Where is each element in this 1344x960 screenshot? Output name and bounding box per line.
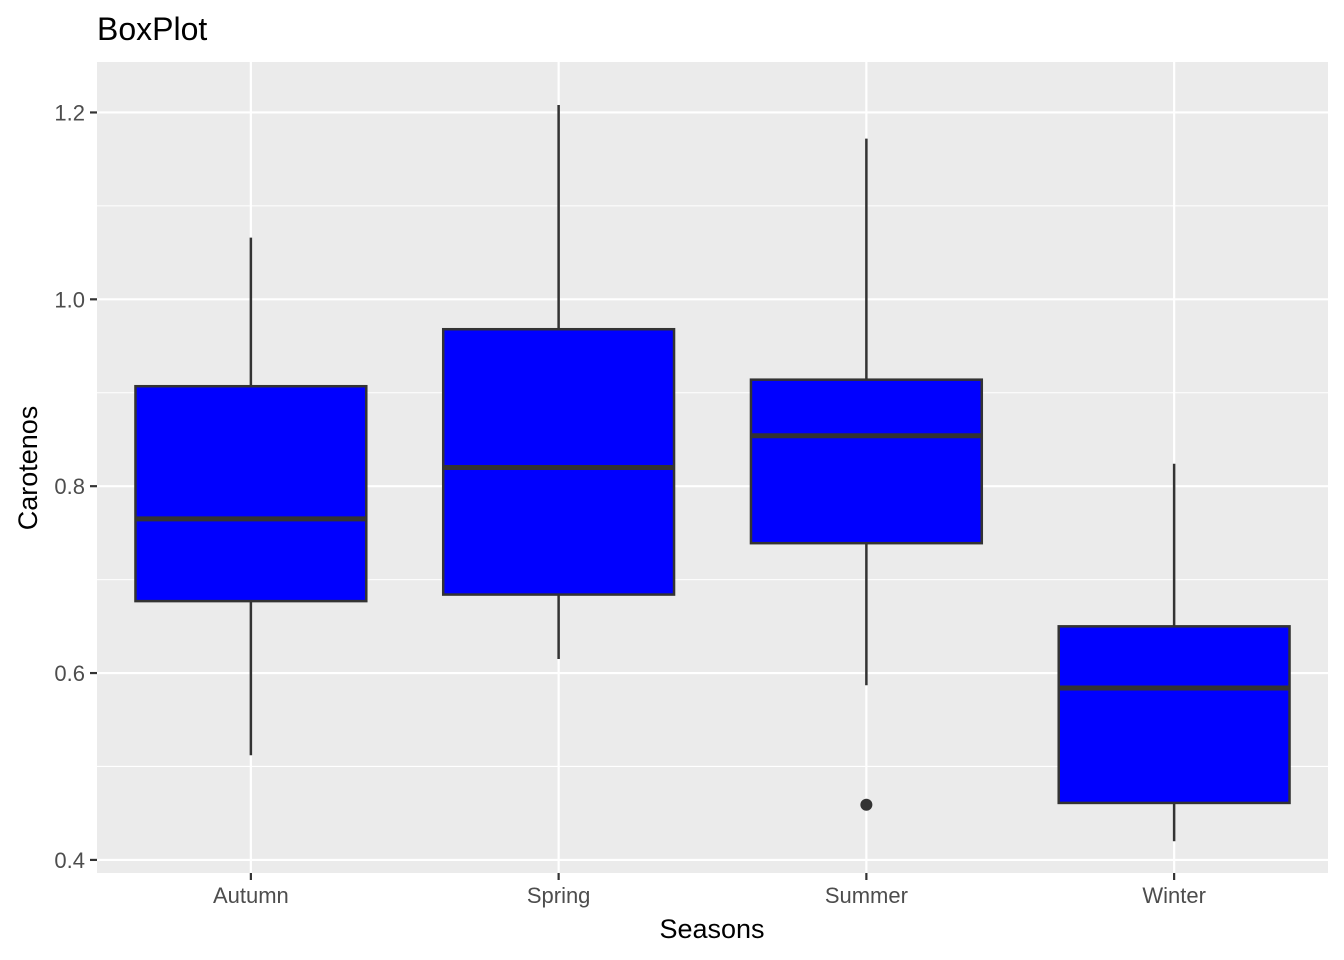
box-winter (1057, 463, 1291, 842)
y-axis-title: Carotenos (13, 406, 43, 531)
y-tick-label: 1.0 (54, 287, 85, 312)
box-rect (441, 327, 676, 596)
x-axis: Autumn Spring Summer Winter (213, 873, 1206, 908)
y-tick-label: 0.6 (54, 661, 85, 686)
x-axis-title: Seasons (659, 914, 764, 944)
box-rect (749, 378, 984, 545)
box-summer (749, 138, 984, 811)
y-tick-label: 1.2 (54, 100, 85, 125)
x-tick-label: Spring (527, 883, 591, 908)
box-rect (134, 384, 368, 603)
box-autumn (134, 237, 368, 756)
box-rect (1057, 625, 1291, 805)
y-axis: 0.4 0.6 0.8 1.0 1.2 (54, 100, 97, 873)
box-spring (441, 104, 676, 660)
x-tick-label: Winter (1142, 883, 1206, 908)
y-tick-label: 0.4 (54, 848, 85, 873)
boxes (134, 104, 1291, 842)
x-tick-label: Autumn (213, 883, 289, 908)
outlier-point (860, 798, 873, 811)
y-tick-label: 0.8 (54, 474, 85, 499)
x-tick-label: Summer (825, 883, 908, 908)
chart-title: BoxPlot (97, 11, 207, 47)
